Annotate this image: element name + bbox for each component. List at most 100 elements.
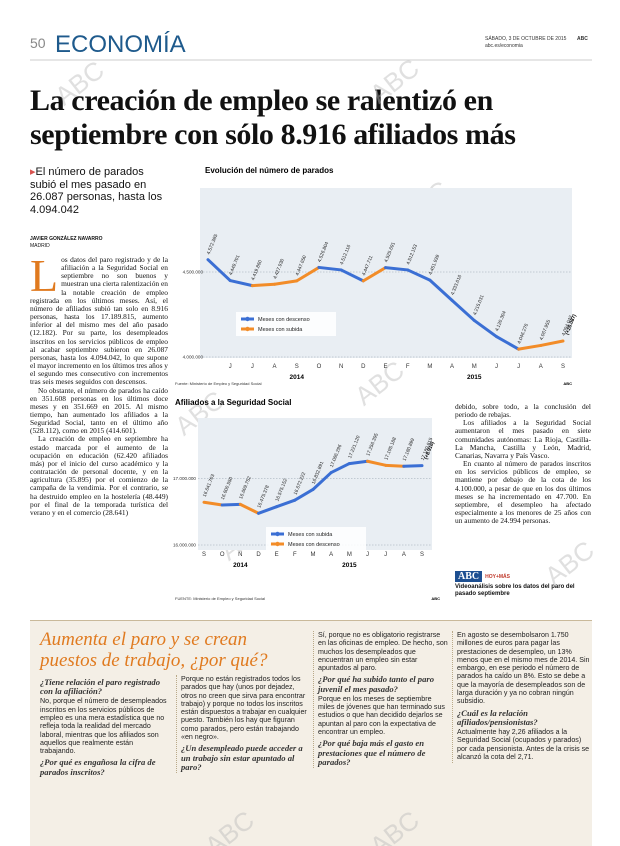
watermark: ABC	[539, 535, 600, 592]
x-tick-label: J	[366, 552, 369, 558]
faq-column: Sí, porque no es obligatorio registrarse…	[313, 631, 450, 768]
headline: La creación de empleo se ralentizó en se…	[30, 84, 516, 151]
line-segment	[384, 463, 406, 468]
faq-question: ¿Por qué es engañosa la cifra de parados…	[40, 757, 156, 777]
video-logo: ABC	[455, 571, 483, 582]
line-segment	[472, 318, 498, 339]
line-segment	[339, 268, 365, 283]
x-tick-label: N	[339, 364, 343, 370]
legend-dot	[245, 326, 250, 332]
author: JAVIER GONZÁLEZ NAVARRO	[30, 236, 103, 242]
source: Fuente: Ministerio de Empleo y Seguridad…	[175, 381, 262, 386]
legend-label: Meses con descenso	[258, 317, 310, 323]
x-tick-label: M	[472, 364, 477, 370]
x-tick-label: E	[383, 364, 387, 370]
faq-title: Aumenta el paro y se crean puestos de tr…	[40, 629, 268, 671]
line-segment	[450, 298, 476, 322]
chart: Afiliados a la Seguridad Social 16.000.00…	[173, 398, 440, 601]
x-tick-label: E	[275, 552, 279, 558]
credit: ABC	[431, 596, 440, 601]
faq-answer: No, porque el número de desempleados ins…	[40, 697, 167, 756]
x-tick-label: M	[427, 364, 432, 370]
paragraph: debido, sobre todo, a la conclusión del …	[455, 403, 591, 420]
line-segment	[539, 339, 565, 347]
watermark: ABC	[364, 53, 425, 110]
x-tick-label: D	[256, 552, 261, 558]
x-tick-label: O	[220, 552, 225, 558]
legend-dot	[275, 541, 280, 547]
y-tick-label: 4.500.000	[183, 270, 204, 275]
line-segment	[295, 265, 321, 283]
year-label: 2014	[290, 374, 305, 381]
x-tick-label: S	[202, 552, 206, 558]
line-segment	[293, 487, 315, 502]
year-label: 2014	[233, 562, 248, 569]
line-segment	[406, 268, 432, 282]
video-caption: Videoanálisis sobre los datos del paro d…	[455, 584, 575, 597]
x-tick-label: S	[561, 364, 565, 370]
x-tick-label: F	[406, 364, 410, 370]
line-segment	[257, 505, 279, 515]
byline: JAVIER GONZÁLEZ NAVARRO MADRID	[30, 236, 168, 250]
x-tick-label: A	[273, 364, 277, 370]
legend-dot	[275, 531, 280, 537]
faq-answer: Actualmente hay 2,26 afiliados a la Segu…	[457, 728, 590, 761]
x-tick-label: J	[495, 364, 498, 370]
date: SÁBADO, 3 DE OCTUBRE DE 2015	[485, 35, 567, 42]
chart: Evolución del número de parados 4.000.000…	[175, 166, 578, 386]
line-segment	[494, 335, 521, 351]
faq-column: Porque no están registrados todos los pa…	[176, 675, 311, 773]
x-tick-label: M	[347, 552, 352, 558]
faq-answer: Porque en los meses de septiembre miles …	[318, 694, 445, 737]
faq-column: En agosto se desembolsaron 1.750 millone…	[452, 631, 593, 764]
line-segment	[238, 502, 260, 515]
line-segment	[317, 265, 343, 272]
line-segment	[366, 459, 388, 467]
paragraph: En cuanto al número de parados inscritos…	[455, 459, 591, 526]
body-right: debido, sobre todo, a la conclusión del …	[455, 403, 591, 568]
section: ECONOMÍA	[55, 31, 186, 58]
line-segment	[361, 266, 387, 283]
x-tick-label: D	[361, 364, 366, 370]
faq-box: Aumenta el paro y se crean puestos de tr…	[30, 620, 592, 846]
paragraph: La creación de empleo en septiembre ha e…	[30, 434, 168, 517]
faq-column: ¿Tiene relación el paro registrado con l…	[40, 675, 170, 778]
paragraph: Los datos del paro registrado y de la af…	[30, 256, 168, 387]
watermark: ABC	[364, 805, 425, 846]
x-tick-label: S	[420, 552, 424, 558]
line-segment	[273, 279, 299, 286]
line-segment	[220, 502, 242, 507]
watermark: ABC	[49, 55, 110, 112]
line-segment	[428, 278, 454, 302]
line-segment	[228, 279, 254, 288]
legend-label: Meses con subida	[288, 532, 333, 538]
line-segment	[517, 343, 543, 351]
line-segment	[206, 258, 232, 283]
y-tick-label: 17.000.000	[173, 476, 196, 481]
x-tick-label: A	[402, 552, 406, 558]
x-tick-label: J	[229, 364, 232, 370]
faq-question: ¿Cuál es la relación afiliados/pensionis…	[457, 707, 538, 727]
video-tag: HOY+MÁS	[485, 573, 510, 580]
line-segment	[311, 471, 333, 491]
faq-answer: Sí, porque no es obligatorio registrarse…	[318, 631, 448, 673]
faq-question: ¿Tiene relación el paro registrado con l…	[40, 677, 160, 697]
x-tick-label: J	[517, 364, 520, 370]
paragraph: No obstante, el número de parados ha caí…	[30, 385, 168, 436]
y-tick-label: 16.000.000	[173, 543, 196, 548]
chart-title: Afiliados a la Seguridad Social	[175, 398, 291, 407]
faq-answer: Porque no están registrados todos los pa…	[181, 675, 307, 742]
x-tick-label: O	[317, 364, 322, 370]
paragraph: Los afiliados a la Seguridad Social aume…	[455, 418, 591, 460]
x-tick-label: J	[251, 364, 254, 370]
credit: ABC	[563, 381, 572, 386]
x-tick-label: N	[238, 552, 242, 558]
faq-question: ¿Un desempleado puede acceder a un traba…	[181, 743, 303, 772]
x-tick-label: S	[295, 364, 299, 370]
chart-title: Evolución del número de parados	[205, 166, 334, 175]
place: MADRID	[30, 243, 50, 249]
video-box[interactable]: ABC HOY+MÁS Videoanálisis sobre los dato…	[455, 571, 591, 607]
x-tick-label: A	[329, 552, 333, 558]
